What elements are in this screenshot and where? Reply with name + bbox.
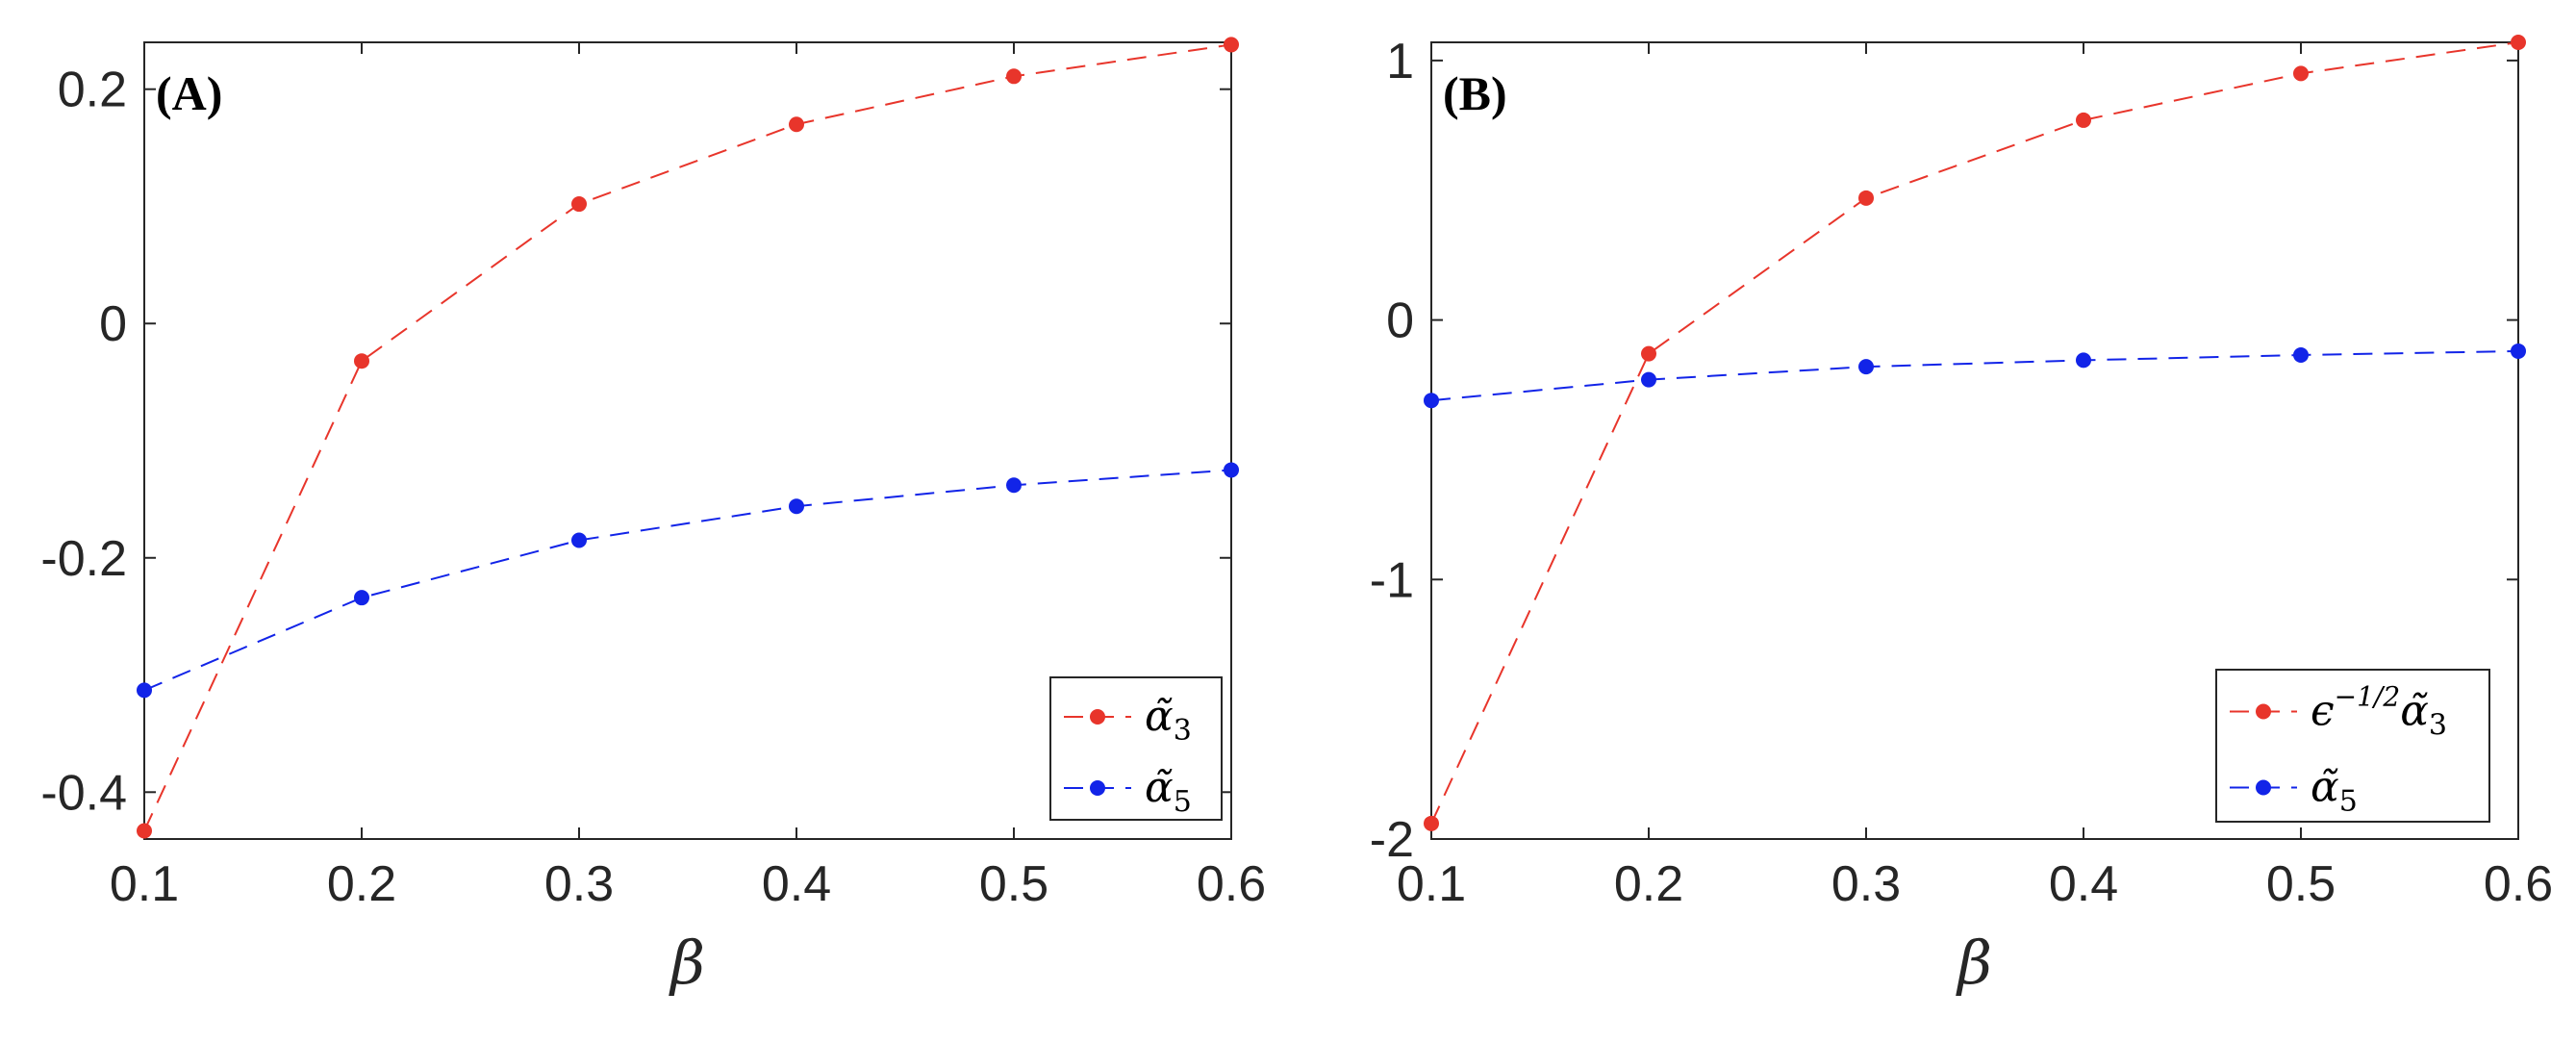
data-point: [571, 532, 587, 548]
y-tick-label: -2: [1370, 812, 1414, 868]
data-point: [354, 353, 369, 369]
legend-box: [1049, 676, 1223, 821]
y-tick-label: 1: [1386, 34, 1414, 89]
data-point: [789, 116, 804, 133]
x-tick-label: 0.5: [2266, 856, 2336, 912]
data-point: [2293, 65, 2309, 82]
series-line-0: [143, 43, 1232, 831]
legend-entry: α̃3: [1145, 692, 1192, 748]
legend-marker: [2256, 779, 2271, 796]
axes-box: [143, 41, 1232, 840]
x-axis-label: β: [1956, 928, 1992, 998]
legend-entry: ϵ−1/2α̃3: [2311, 681, 2447, 743]
data-point: [1006, 477, 1022, 494]
data-point: [354, 590, 369, 606]
data-point: [137, 823, 152, 839]
data-point: [2076, 352, 2091, 369]
x-tick-label: 0.6: [1197, 856, 1266, 912]
data-point: [1424, 393, 1439, 409]
chart-panel-0: 0.1 0.2 0.3 0.4 0.5 0.60.20-0.2-0.4β(A)α̃3α̃5: [40, 37, 1266, 998]
data-point: [1224, 462, 1239, 478]
legend-marker: [1090, 709, 1105, 725]
x-tick-label: 0.2: [1614, 856, 1683, 912]
data-point: [1424, 815, 1439, 831]
y-tick-label: 0: [99, 296, 127, 352]
legend: ϵ−1/2α̃3 α̃5: [2215, 669, 2490, 823]
data-point: [2076, 112, 2091, 128]
series-line-0: [1430, 41, 2519, 825]
legend: α̃3α̃5: [1049, 676, 1223, 821]
data-point: [1224, 37, 1239, 53]
x-axis-label: β: [669, 928, 705, 998]
x-tick-label: 0.4: [2049, 856, 2118, 912]
series-line-1: [1430, 349, 2519, 402]
x-tick-label: 0.3: [544, 856, 614, 912]
data-point: [137, 682, 152, 699]
y-tick-label: -1: [1370, 552, 1414, 608]
y-tick-label: -0.2: [40, 531, 127, 587]
series-line-1: [143, 469, 1232, 692]
x-tick-label: 0.1: [1397, 856, 1466, 912]
legend-entry: α̃5: [2311, 763, 2358, 819]
legend-marker: [1090, 780, 1105, 796]
chart-panel-1: 0.1 0.2 0.3 0.4 0.5 0.6 1 0 -1 -2 β (B) ϵ−1/2α̃3 α̃5: [1370, 34, 2553, 998]
legend-marker: [2256, 703, 2271, 720]
x-tick-label: 0.1: [110, 856, 179, 912]
panel-label: (A): [156, 66, 222, 120]
data-point: [1006, 68, 1022, 85]
x-tick-label: 0.2: [327, 856, 396, 912]
data-point: [1641, 371, 1656, 388]
panel-label: (B): [1443, 66, 1507, 120]
data-point: [2511, 35, 2526, 50]
data-point: [571, 196, 587, 213]
x-tick-label: 0.4: [762, 856, 831, 912]
data-point: [2293, 346, 2309, 363]
data-point: [2511, 343, 2526, 359]
axes-box: [1430, 41, 2519, 840]
data-point: [1641, 345, 1656, 362]
y-tick-label: 0.2: [58, 63, 127, 118]
data-point: [1858, 359, 1874, 375]
x-tick-label: 0.3: [1831, 856, 1901, 912]
x-tick-label: 0.6: [2484, 856, 2553, 912]
legend-box: [2215, 669, 2490, 823]
x-tick-label: 0.5: [979, 856, 1048, 912]
y-tick-label: 0: [1386, 293, 1414, 349]
data-point: [789, 498, 804, 515]
legend-entry: α̃5: [1145, 763, 1192, 819]
y-tick-label: -0.4: [40, 765, 127, 821]
data-point: [1858, 190, 1874, 206]
